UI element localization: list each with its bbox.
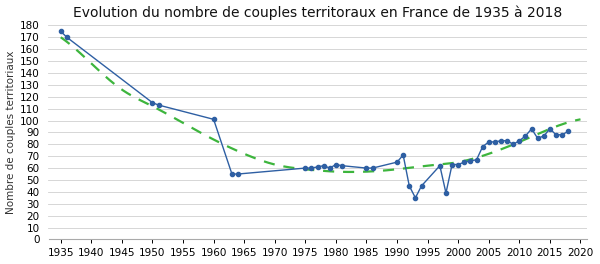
Title: Evolution du nombre de couples territoraux en France de 1935 à 2018: Evolution du nombre de couples territora…	[73, 6, 562, 20]
Y-axis label: Nombre de couples territoriaux: Nombre de couples territoriaux	[5, 51, 16, 214]
